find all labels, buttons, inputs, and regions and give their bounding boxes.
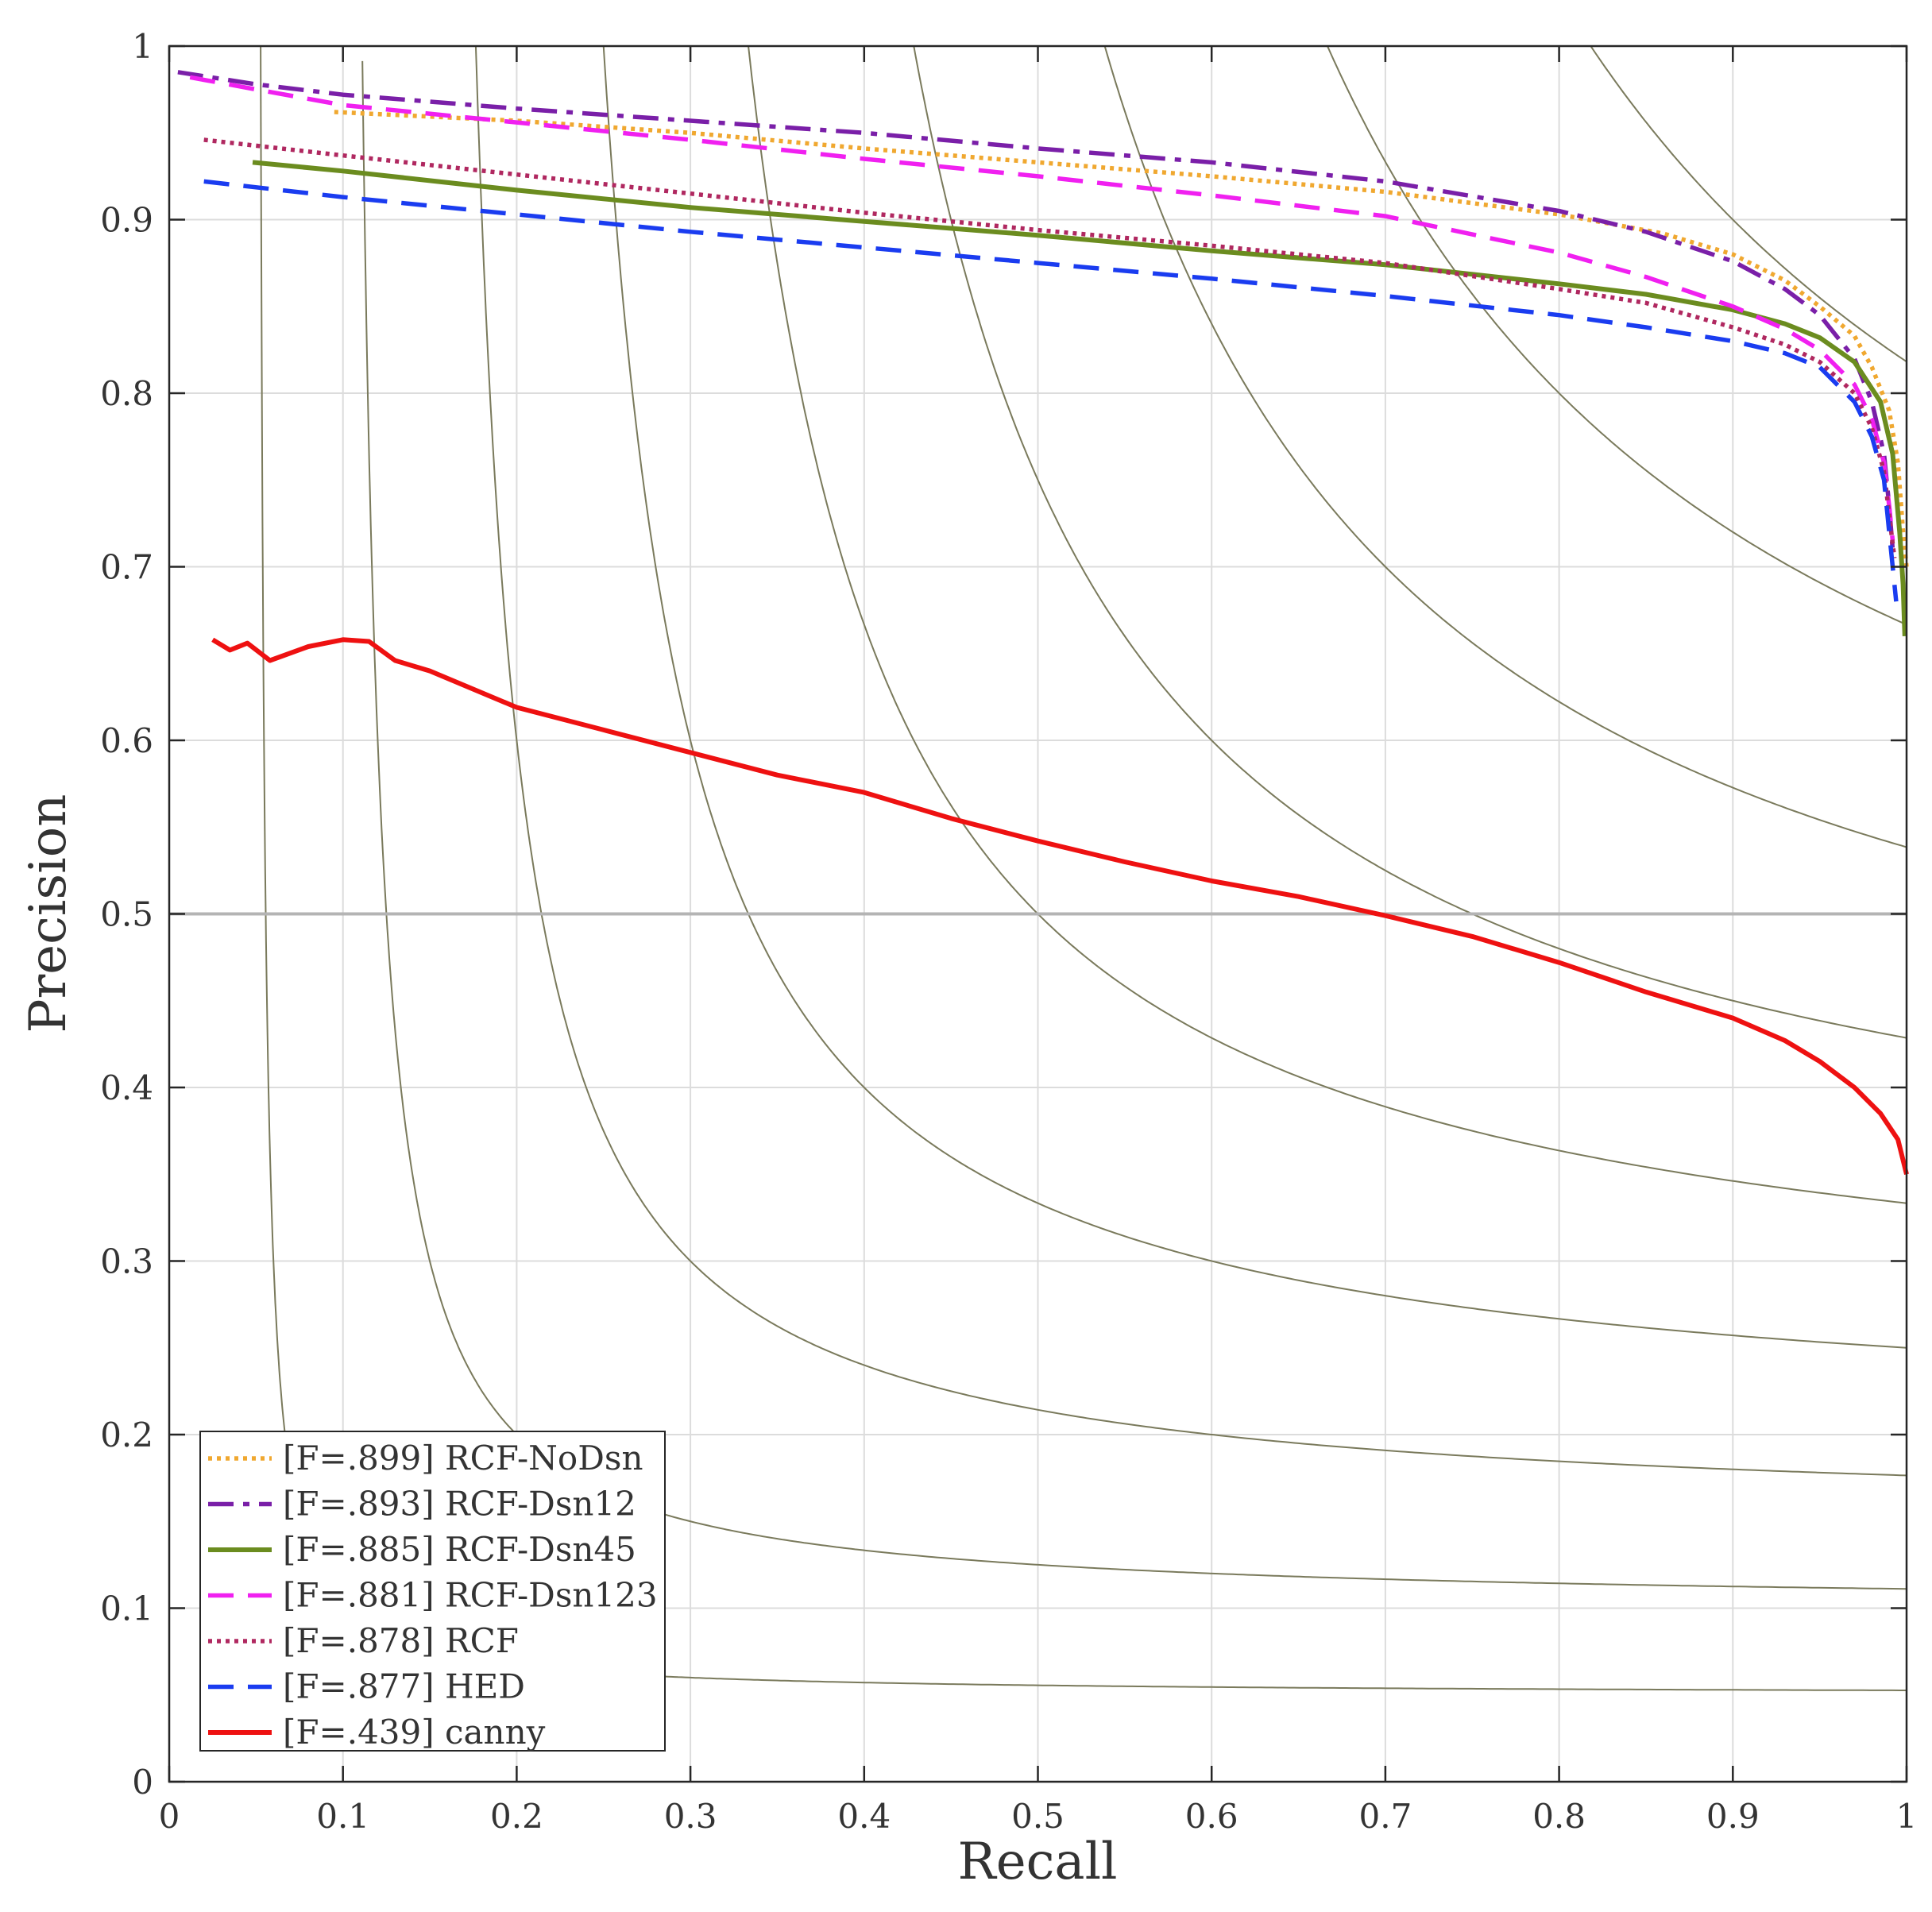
series-line-2 [252, 160, 1907, 637]
legend-label-5: [F=.877] HED [283, 1667, 525, 1706]
iso-f-curve [1590, 46, 1907, 363]
y-axis-title: Precision [19, 794, 78, 1033]
iso-f-curve [361, 60, 1907, 1590]
series-line-3 [189, 75, 1895, 541]
x-tick-labels: 0 0.1 0.2 0.3 0.4 0.5 0.6 0.7 0.8 0.9 1 [159, 1797, 1918, 1836]
y-tick-label: 0.4 [100, 1068, 153, 1107]
iso-f-curve [913, 46, 1907, 1039]
legend-label-3: [F=.881] RCF-Dsn123 [283, 1576, 658, 1615]
y-tick-label: 0.9 [100, 201, 153, 240]
y-tick-label: 0.6 [100, 721, 153, 760]
x-tick-label: 0.4 [837, 1797, 891, 1836]
y-tick-label: 0.7 [100, 548, 153, 587]
iso-f-curve [1103, 46, 1907, 848]
x-tick-label: 0.6 [1185, 1797, 1238, 1836]
y-tick-labels: 0 0.1 0.2 0.3 0.4 0.5 0.6 0.7 0.8 0.9 1 [100, 27, 153, 1802]
legend-box [199, 1431, 666, 1752]
x-tick-label: 0.2 [490, 1797, 543, 1836]
legend-label-1: [F=.893] RCF-Dsn12 [283, 1485, 636, 1524]
series-line-5 [203, 179, 1899, 602]
series-line-4 [203, 137, 1897, 558]
legend-label-6: [F=.439] canny [283, 1713, 546, 1752]
x-tick-label: 1 [1896, 1797, 1918, 1836]
x-tick-label: 0.9 [1706, 1797, 1760, 1836]
x-tick-label: 0.8 [1532, 1797, 1586, 1836]
y-tick-label: 0.2 [100, 1416, 153, 1454]
tick-marks [168, 44, 1908, 1783]
x-tick-label: 0 [159, 1797, 180, 1836]
y-tick-label: 1 [132, 27, 153, 66]
iso-f-curve [474, 46, 1907, 1477]
y-tick-label: 0.3 [100, 1242, 153, 1281]
legend-label-2: [F=.885] RCF-Dsn45 [283, 1530, 636, 1569]
legend-label-0: [F=.899] RCF-NoDsn [283, 1439, 643, 1477]
x-tick-label: 0.1 [316, 1797, 369, 1836]
y-tick-label: 0.1 [100, 1589, 153, 1628]
y-tick-label: 0.5 [100, 895, 153, 934]
x-tick-label: 0.3 [664, 1797, 717, 1836]
legend: [F=.899] RCF-NoDsn [F=.893] RCF-Dsn12 [F=.… [199, 1431, 666, 1752]
iso-f-curve [1326, 46, 1907, 626]
series-line-6 [211, 637, 1909, 1176]
iso-f-curve [748, 46, 1907, 1204]
iso-f-curve [602, 46, 1907, 1349]
legend-label-4: [F=.878] RCF [283, 1621, 519, 1660]
series-line-1 [177, 70, 1895, 550]
y-tick-label: 0.8 [100, 374, 153, 413]
series-line-0 [334, 110, 1909, 567]
x-axis-title: Recall [958, 1833, 1118, 1891]
series-layer [177, 70, 1909, 1176]
x-tick-label: 0.7 [1359, 1797, 1412, 1836]
y-tick-label: 0 [132, 1763, 153, 1802]
x-tick-label: 0.5 [1011, 1797, 1065, 1836]
